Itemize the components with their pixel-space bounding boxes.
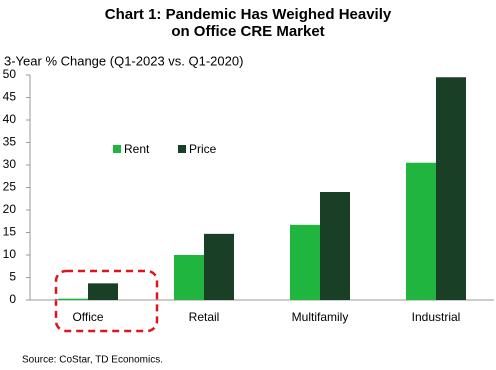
bar: [320, 192, 350, 300]
y-tick-label: 45: [3, 90, 17, 104]
y-tick-label: 5: [9, 270, 16, 284]
bar: [58, 298, 88, 300]
y-tick-label: 30: [3, 157, 17, 171]
legend-swatch: [113, 145, 121, 153]
y-tick-label: 40: [3, 112, 17, 126]
source: Source: CoStar, TD Economics.: [22, 355, 163, 366]
legend-label: Price: [189, 142, 217, 156]
bar: [174, 255, 204, 300]
x-tick-label: Multifamily: [292, 310, 349, 324]
x-tick-label: Retail: [189, 310, 220, 324]
subtitle: 3-Year % Change (Q1-2023 vs. Q1-2020): [4, 53, 243, 68]
y-tick-label: 15: [3, 225, 17, 239]
y-tick-label: 25: [3, 180, 17, 194]
x-tick-label: Office: [72, 310, 103, 324]
bar: [436, 77, 466, 300]
bar: [290, 224, 320, 300]
legend-swatch: [178, 145, 186, 153]
y-tick-label: 20: [3, 202, 17, 216]
x-tick-label: Industrial: [412, 310, 461, 324]
highlight-box: [54, 269, 159, 333]
bar: [406, 162, 436, 300]
chart-title: Chart 1: Pandemic Has Weighed Heavily on…: [104, 6, 392, 40]
y-tick-label: 50: [3, 67, 17, 81]
y-tick-label: 0: [9, 292, 16, 306]
legend-label: Rent: [124, 142, 150, 156]
y-tick-label: 10: [3, 247, 17, 261]
bar: [88, 283, 118, 300]
bar: [204, 233, 234, 300]
y-tick-label: 35: [3, 135, 17, 149]
